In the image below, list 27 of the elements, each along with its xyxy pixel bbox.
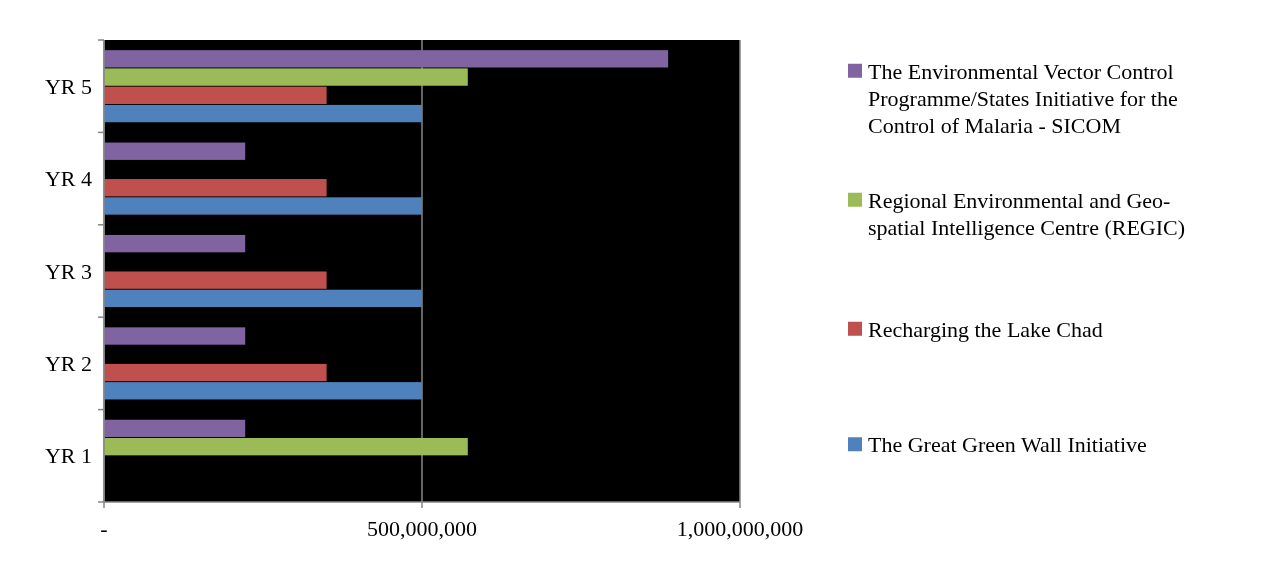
legend-label: Recharging the Lake Chad (868, 316, 1103, 342)
bar (104, 68, 468, 86)
y-tick-label: YR 2 (44, 350, 92, 376)
legend-label: The Environmental Vector Control Programme/States Initiative for the Control of Malaria - SICOM (868, 58, 1178, 138)
x-tick-label: 500,000,000 (367, 516, 477, 541)
bar (104, 363, 327, 382)
legend-label: The Great Green Wall Initiative (868, 431, 1147, 457)
x-tick-label: - (100, 516, 108, 541)
bar (104, 104, 422, 123)
bar (104, 197, 422, 215)
bar (104, 179, 327, 197)
bar (104, 50, 669, 68)
bar (104, 382, 422, 400)
bar (104, 86, 327, 104)
bar (104, 327, 246, 345)
x-tick-label: 1,000,000,000 (676, 516, 804, 541)
bar (104, 419, 246, 438)
bar (104, 234, 246, 253)
bar (104, 142, 246, 160)
bar (104, 271, 327, 289)
y-tick-label: YR 4 (44, 166, 92, 192)
bar (104, 438, 468, 456)
y-tick-label: YR 3 (44, 258, 92, 284)
y-tick-label: YR 5 (44, 73, 92, 99)
bar (104, 289, 422, 308)
y-tick-label: YR 1 (44, 443, 92, 469)
legend-label: Regional Environmental and Geo-spatial Intelligence Centre (REGIC) (868, 187, 1186, 240)
